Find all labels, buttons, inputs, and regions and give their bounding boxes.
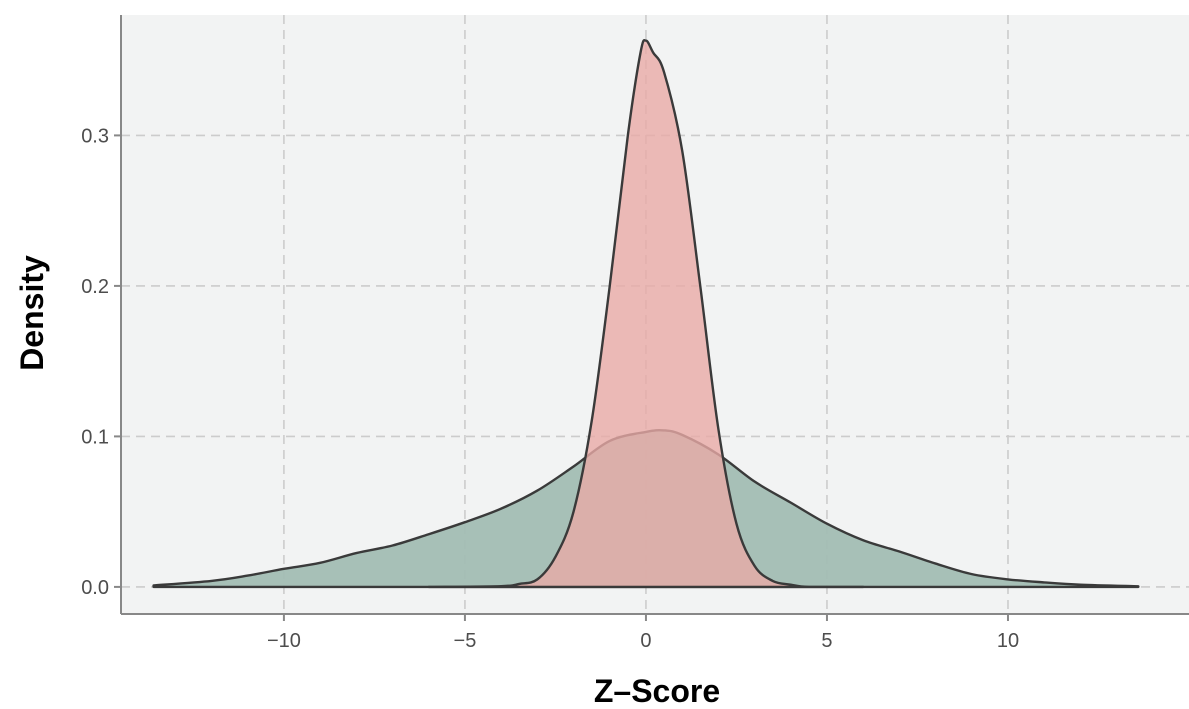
y-axis-title: Density (14, 255, 50, 371)
x-tick-label: −5 (454, 630, 477, 652)
narrow-density-area (427, 39, 865, 589)
x-axis-title: Z–Score (594, 673, 720, 709)
x-tick-label: 5 (821, 630, 832, 652)
axes-layer: −10 −5 0 5 10 0.0 0.1 0.2 0.3 (81, 15, 1189, 652)
y-tick-label: 0.3 (81, 125, 109, 147)
x-tick-label: 0 (640, 630, 651, 652)
series-layer (152, 39, 1140, 589)
x-tick-label: 10 (997, 630, 1019, 652)
y-tick-label: 0.1 (81, 426, 109, 448)
y-tick-label: 0.0 (81, 577, 109, 599)
y-tick-label: 0.2 (81, 276, 109, 298)
x-tick-label: −10 (267, 630, 301, 652)
